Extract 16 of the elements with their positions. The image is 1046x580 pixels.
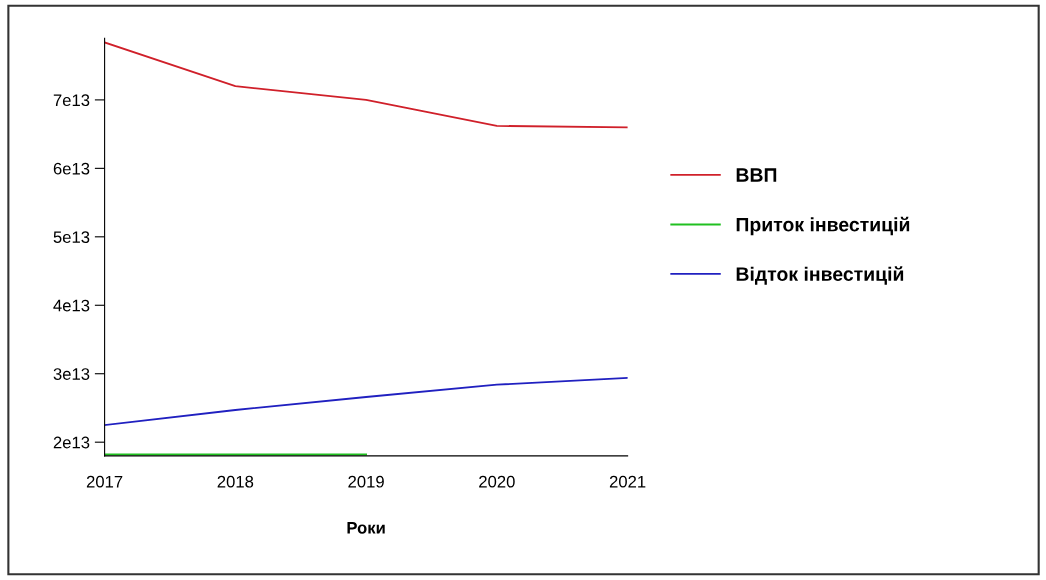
y-tick-label: 4e13 [53, 299, 90, 312]
x-tick-label: 2020 [479, 475, 515, 488]
y-tick-label: 2e13 [53, 436, 90, 449]
y-tick-label: 7e13 [53, 94, 90, 107]
line-series [104, 376, 628, 426]
legend-label: Приток інвестицій [736, 216, 910, 236]
x-tick-label: 2021 [609, 475, 646, 488]
legend-label: ВВП [736, 168, 777, 182]
x-axis-title: Роки [347, 522, 385, 534]
x-tick-label: 2019 [348, 475, 384, 488]
y-tick-label: 5e13 [53, 231, 90, 244]
x-tick-label: 2018 [217, 475, 254, 488]
y-tick-label: 6e13 [53, 162, 90, 175]
legend-label: Відток інвестицій [736, 266, 904, 285]
y-tick-label: 3e13 [53, 368, 90, 380]
x-tick-label: 2017 [86, 475, 123, 488]
